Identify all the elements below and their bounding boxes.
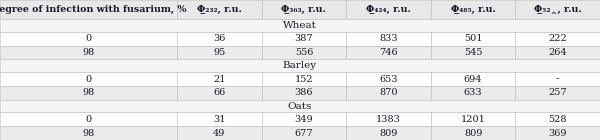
- Bar: [177, 46, 262, 59]
- Text: 387: 387: [295, 34, 313, 43]
- Text: 501: 501: [464, 34, 482, 43]
- Bar: [0, 32, 177, 46]
- Bar: [262, 72, 346, 86]
- Bar: [177, 86, 262, 100]
- Text: 545: 545: [464, 48, 482, 57]
- Bar: [177, 112, 262, 126]
- Text: 0: 0: [85, 34, 92, 43]
- Text: Φ̲₄₂₄, r.u.: Φ̲₄₂₄, r.u.: [366, 5, 411, 14]
- Bar: [262, 86, 346, 100]
- Text: 633: 633: [464, 88, 482, 97]
- Text: 653: 653: [379, 74, 398, 84]
- Text: 152: 152: [295, 74, 313, 84]
- Text: 833: 833: [379, 34, 398, 43]
- Bar: [177, 72, 262, 86]
- Text: Φ̲₃₆₃, r.u.: Φ̲₃₆₃, r.u.: [281, 5, 326, 14]
- Text: 809: 809: [379, 129, 398, 138]
- Text: 349: 349: [295, 115, 313, 124]
- Bar: [177, 32, 262, 46]
- Bar: [0, 100, 600, 112]
- Bar: [431, 126, 515, 140]
- Bar: [0, 112, 177, 126]
- Text: 1201: 1201: [461, 115, 485, 124]
- Text: 98: 98: [82, 129, 95, 138]
- Text: Degree of infection with fusarium, %: Degree of infection with fusarium, %: [0, 5, 186, 14]
- Text: Φ̲₄₈₅, r.u.: Φ̲₄₈₅, r.u.: [451, 5, 496, 14]
- Text: 36: 36: [213, 34, 226, 43]
- Text: Φ̲₅₂‸, r.u.: Φ̲₅₂‸, r.u.: [534, 5, 581, 14]
- Text: 386: 386: [295, 88, 313, 97]
- Text: Wheat: Wheat: [283, 21, 317, 30]
- Bar: [346, 46, 431, 59]
- Bar: [177, 126, 262, 140]
- Text: Barley: Barley: [283, 61, 317, 70]
- Bar: [431, 46, 515, 59]
- Bar: [346, 32, 431, 46]
- Bar: [515, 72, 600, 86]
- Text: Oats: Oats: [288, 102, 312, 111]
- Bar: [0, 19, 600, 32]
- Bar: [177, 0, 262, 19]
- Text: 264: 264: [548, 48, 567, 57]
- Text: 0: 0: [85, 74, 92, 84]
- Bar: [431, 0, 515, 19]
- Text: 98: 98: [82, 48, 95, 57]
- Bar: [515, 126, 600, 140]
- Bar: [262, 126, 346, 140]
- Bar: [0, 86, 177, 100]
- Text: 98: 98: [82, 88, 95, 97]
- Bar: [0, 126, 177, 140]
- Bar: [431, 72, 515, 86]
- Text: 95: 95: [213, 48, 226, 57]
- Bar: [515, 86, 600, 100]
- Text: 528: 528: [548, 115, 567, 124]
- Bar: [431, 86, 515, 100]
- Bar: [0, 59, 600, 72]
- Text: 257: 257: [548, 88, 567, 97]
- Bar: [262, 0, 346, 19]
- Bar: [515, 112, 600, 126]
- Bar: [515, 32, 600, 46]
- Text: 31: 31: [213, 115, 226, 124]
- Bar: [0, 72, 177, 86]
- Text: 66: 66: [213, 88, 226, 97]
- Bar: [515, 46, 600, 59]
- Bar: [346, 86, 431, 100]
- Text: 677: 677: [295, 129, 313, 138]
- Bar: [431, 112, 515, 126]
- Bar: [515, 0, 600, 19]
- Text: -: -: [556, 74, 559, 84]
- Bar: [346, 112, 431, 126]
- Bar: [262, 46, 346, 59]
- Text: 694: 694: [464, 74, 482, 84]
- Text: 369: 369: [548, 129, 567, 138]
- Bar: [346, 72, 431, 86]
- Bar: [0, 46, 177, 59]
- Text: 222: 222: [548, 34, 567, 43]
- Text: 0: 0: [85, 115, 92, 124]
- Text: Φ̲₂₃₂, r.u.: Φ̲₂₃₂, r.u.: [197, 5, 242, 14]
- Bar: [262, 112, 346, 126]
- Text: 809: 809: [464, 129, 482, 138]
- Bar: [346, 0, 431, 19]
- Bar: [346, 126, 431, 140]
- Bar: [262, 32, 346, 46]
- Text: 746: 746: [379, 48, 398, 57]
- Text: 1383: 1383: [376, 115, 401, 124]
- Text: 49: 49: [213, 129, 226, 138]
- Text: 556: 556: [295, 48, 313, 57]
- Text: 870: 870: [379, 88, 398, 97]
- Bar: [0, 0, 177, 19]
- Bar: [431, 32, 515, 46]
- Text: 21: 21: [213, 74, 226, 84]
